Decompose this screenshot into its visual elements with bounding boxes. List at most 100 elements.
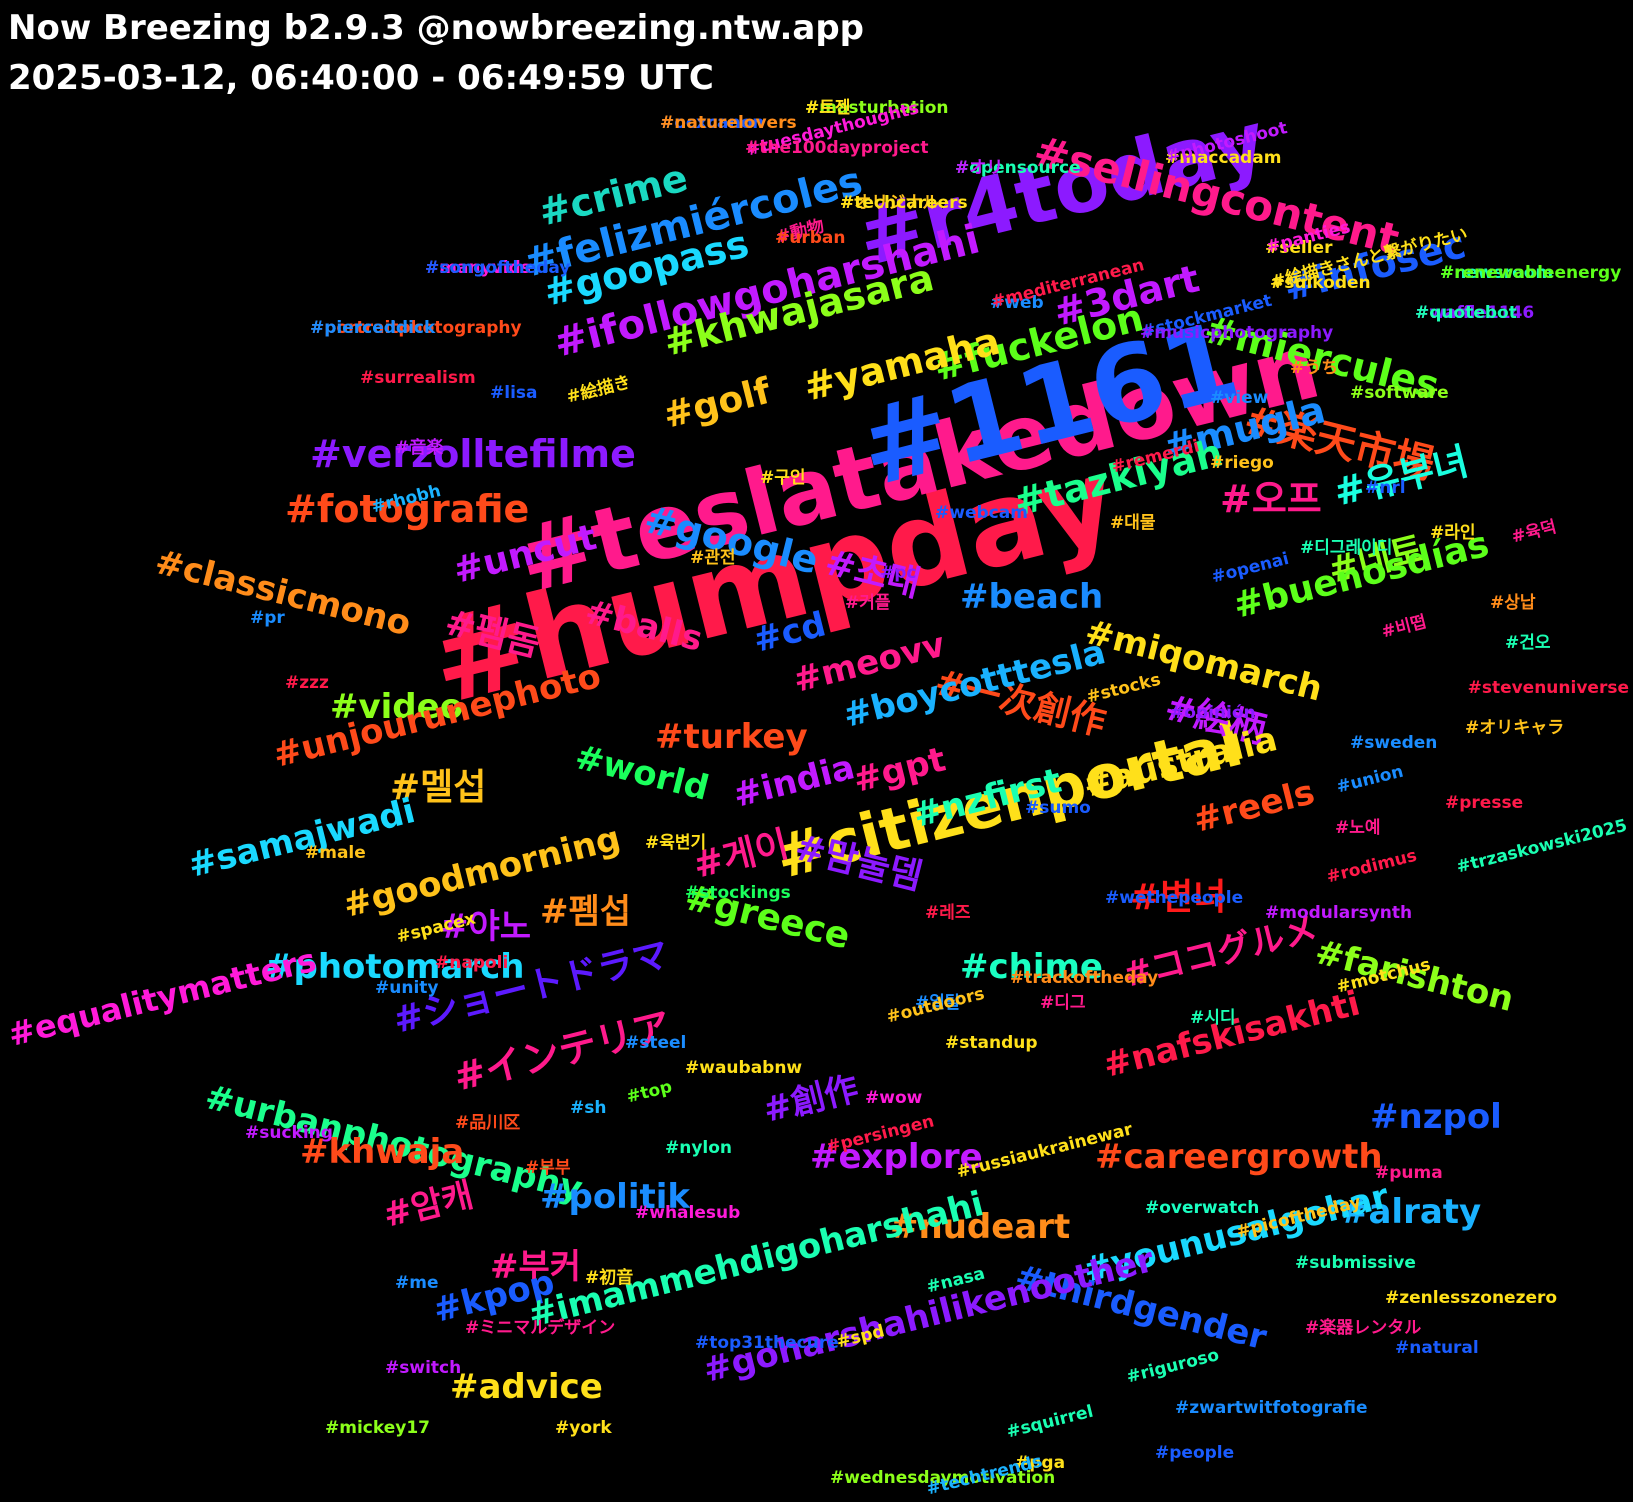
hashtag: #manyvids <box>425 258 531 278</box>
hashtag: #photomarch <box>265 947 525 987</box>
hashtag: #steel <box>625 1033 687 1053</box>
hashtag: #union <box>1334 761 1406 798</box>
hashtag: #커플 <box>845 593 891 613</box>
hashtag: #라인 <box>1430 523 1476 543</box>
hashtag: #modularsynth <box>1265 903 1413 923</box>
hashtag: #seller <box>1265 238 1333 258</box>
hashtag: #야노 <box>440 907 532 947</box>
hashtag: #natural <box>1395 1338 1479 1358</box>
hashtag: #創作 <box>759 1068 863 1131</box>
hashtag: #pierceddick <box>310 318 436 338</box>
hashtag: #masturbation <box>805 98 949 118</box>
hashtag: #riego <box>1210 453 1274 473</box>
hashtag: #naturelovers <box>660 113 797 133</box>
hashtag: #samajwadi <box>184 790 420 886</box>
hashtag: #初音 <box>585 1268 634 1288</box>
hashtag: #구인 <box>760 468 806 488</box>
hashtag: #unity <box>375 978 439 998</box>
hashtag: #webcam <box>935 503 1028 523</box>
hashtag: #verzolltefilme <box>310 432 636 476</box>
hashtag: #상납 <box>1490 593 1536 613</box>
hashtag: #renewableenergy <box>1440 263 1622 283</box>
hashtag: #portraitphotography <box>310 318 522 338</box>
hashtag: #opinión <box>1170 703 1256 723</box>
hashtag: #sweden <box>1350 733 1438 753</box>
hashtag: #alraty <box>1340 1192 1482 1232</box>
hashtag: #equalitymatters <box>4 940 321 1054</box>
hashtag: #건오 <box>1505 633 1551 653</box>
hashtag: #nzpol <box>1370 1097 1502 1137</box>
hashtag: #부커 <box>490 1247 582 1287</box>
hashtag: #stocks <box>1084 669 1163 708</box>
hashtag: #펨섭 <box>540 892 632 932</box>
hashtag: #オリキャラ <box>1465 718 1565 738</box>
hashtag: #maccadam <box>1165 148 1282 168</box>
hashtag: #switch <box>385 1358 462 1378</box>
hashtag: #software <box>1350 383 1449 403</box>
hashtag: #submissive <box>1295 1253 1416 1273</box>
hashtag: #surrealism <box>360 368 476 388</box>
hashtag: #ocxcanon <box>660 113 765 133</box>
hashtag: #musicphotography <box>1140 323 1334 343</box>
hashtag: #riguroso <box>1124 1345 1222 1388</box>
hashtag: #lisa <box>490 383 538 403</box>
hashtag: #오프 <box>1220 477 1322 521</box>
hashtag: #chime <box>960 947 1103 987</box>
hashtag: #trackoftheday <box>1010 968 1159 988</box>
hashtag: #관전 <box>690 548 736 568</box>
hashtag: #presse <box>1445 793 1524 813</box>
hashtag: #turkey <box>655 717 808 757</box>
hashtag: #암캐 <box>379 1175 478 1236</box>
hashtag: #explore <box>810 1137 983 1177</box>
hashtag: #techcareers <box>840 193 968 213</box>
hashtag: #male <box>305 843 366 863</box>
hashtag: #zzz <box>285 673 329 693</box>
hashtag: #オリジナル <box>840 193 940 213</box>
hashtag: #オリ <box>955 158 1004 178</box>
hashtag: #trzaskowski2025 <box>1454 815 1630 878</box>
hashtag: #india <box>729 747 859 816</box>
hashtag: #video <box>330 687 464 727</box>
hashtag: #nrl <box>1365 478 1406 498</box>
hashtag: #politik <box>540 1177 691 1217</box>
hashtag: #careergrowth <box>1095 1137 1383 1177</box>
hashtag: #khwaja <box>300 1132 465 1172</box>
hashtag: #pc <box>880 563 917 583</box>
hashtag: #일탈 <box>915 993 961 1013</box>
hashtag: #rodimus <box>1324 845 1419 888</box>
hashtag: #wethepeople <box>1105 888 1244 908</box>
hashtag: #whalesub <box>635 1203 741 1223</box>
hashtag: #wednesdaymotivation <box>830 1468 1056 1488</box>
hashtag: #pga <box>1015 1453 1066 1473</box>
hashtag: #비떱 <box>1379 612 1429 643</box>
hashtag: #멜섭 <box>390 767 487 808</box>
hashtag: #the100dayproject <box>745 138 929 158</box>
hashtag: #sucking <box>245 1123 333 1143</box>
hashtag: #디그 <box>1040 993 1086 1013</box>
hashtag: #beach <box>960 577 1104 617</box>
hashtag: #디그레이디 <box>1300 538 1393 558</box>
hashtag: #트젠 <box>805 98 851 118</box>
hashtag: #quotebot <box>1415 303 1517 323</box>
hashtag: #sh <box>570 1098 607 1118</box>
hashtag: #overwatch <box>1145 1198 1260 1218</box>
hashtag: #부부 <box>525 1158 571 1178</box>
hashtag: #sumo <box>1025 798 1091 818</box>
hashtag: #me <box>395 1273 439 1293</box>
hashtag: #音楽 <box>395 438 444 458</box>
hashtag: #うち <box>1290 358 1339 378</box>
hashtag: #songoftheday <box>425 258 571 278</box>
hashtag: #advice <box>450 1367 603 1407</box>
hashtag: #mickey17 <box>325 1418 430 1438</box>
hashtag: #nylon <box>665 1138 733 1158</box>
hashtag: #urban <box>775 228 846 248</box>
hashtag: #nudeart <box>890 1207 1071 1247</box>
hashtag: #suikoden <box>1270 273 1371 293</box>
header-time-range: 2025-03-12, 06:40:00 - 06:49:59 UTC <box>8 58 714 98</box>
hashtag: #top <box>624 1076 675 1108</box>
hashtag: #web <box>990 293 1044 313</box>
hashtag: #york <box>555 1418 612 1438</box>
hashtag: #view <box>1210 388 1269 408</box>
hashtag: #napoli <box>435 953 509 973</box>
hashtag: #변녀 <box>1130 877 1227 918</box>
